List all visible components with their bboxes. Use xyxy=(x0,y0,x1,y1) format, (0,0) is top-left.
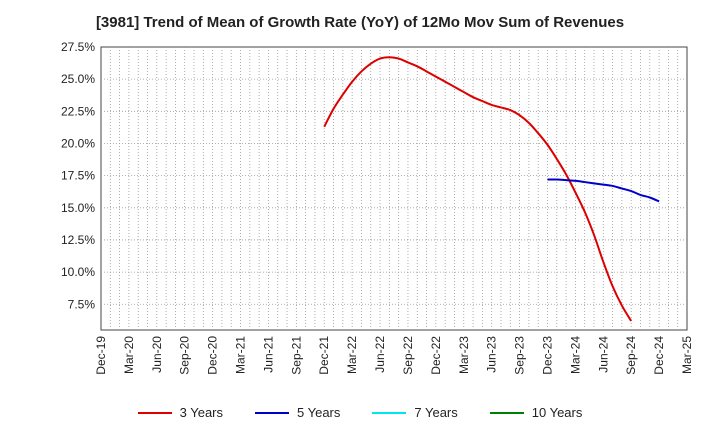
x-tick-label: Mar-22 xyxy=(345,336,359,374)
x-tick-label: Dec-20 xyxy=(206,336,220,375)
legend-item-5-years: 5 Years xyxy=(255,405,340,420)
x-tick-label: Dec-22 xyxy=(429,336,443,375)
x-tick-label: Mar-21 xyxy=(234,336,248,374)
series-line-3-years xyxy=(323,56,633,322)
x-tick-label: Mar-25 xyxy=(680,336,694,374)
legend-swatch-7-years xyxy=(372,411,407,414)
legend-item-3-years: 3 Years xyxy=(137,405,223,420)
x-tick-label: Sep-23 xyxy=(513,336,527,375)
x-tick-label: Jun-20 xyxy=(150,336,164,373)
x-tick-label: Jun-21 xyxy=(261,336,275,373)
x-tick-label: Sep-20 xyxy=(178,336,192,375)
legend-item-10-years: 10 Years xyxy=(489,405,583,420)
x-tick-label: Mar-24 xyxy=(568,336,582,374)
x-tick-label: Dec-24 xyxy=(652,336,666,375)
legend-swatch-3-years xyxy=(137,411,172,414)
legend: 3 Years 5 Years 7 Years 10 Years xyxy=(0,405,720,420)
y-tick-label: 10.0% xyxy=(61,265,95,279)
x-tick-label: Jun-22 xyxy=(373,336,387,373)
x-tick-label: Mar-20 xyxy=(122,336,136,374)
legend-item-7-years: 7 Years xyxy=(372,405,458,420)
y-tick-label: 25.0% xyxy=(61,72,95,86)
legend-label-5-years: 5 Years xyxy=(297,405,341,420)
y-tick-label: 12.5% xyxy=(61,233,95,247)
legend-swatch-10-years xyxy=(489,411,524,414)
series-lines xyxy=(323,56,660,322)
y-axis-tick-labels: 7.5% 10.0% 12.5% 15.0% 17.5% 20.0% 22.5% 25.0% 2… xyxy=(61,40,95,311)
legend-label-7-years: 7 Years xyxy=(414,405,458,420)
y-tick-label: 22.5% xyxy=(61,104,95,118)
plot-area xyxy=(100,46,688,331)
legend-label-10-years: 10 Years xyxy=(531,405,583,420)
legend-swatch-5-years xyxy=(255,411,289,414)
x-tick-label: Dec-23 xyxy=(540,336,554,375)
chart-title: [3981] Trend of Mean of Growth Rate (YoY… xyxy=(95,14,625,31)
x-tick-label: Sep-22 xyxy=(401,336,415,375)
x-tick-label: Dec-21 xyxy=(317,336,331,375)
x-tick-label: Jun-23 xyxy=(485,336,499,373)
vertical-gridlines xyxy=(109,47,679,330)
x-tick-label: Mar-23 xyxy=(457,336,471,374)
y-tick-label: 17.5% xyxy=(61,169,95,183)
y-tick-label: 27.5% xyxy=(61,40,95,54)
x-axis-tick-labels: Dec-19 Mar-20 Jun-20 Sep-20 Dec-20 Mar-21 Jun-… xyxy=(94,336,694,375)
y-tick-label: 15.0% xyxy=(61,201,95,215)
x-tick-label: Dec-19 xyxy=(94,336,108,375)
series-line-5-years xyxy=(547,178,660,203)
y-tick-label: 20.0% xyxy=(61,136,95,150)
y-tick-label: 7.5% xyxy=(68,297,96,311)
x-tick-label: Sep-21 xyxy=(289,336,303,375)
legend-label-3-years: 3 Years xyxy=(179,405,223,420)
x-tick-label: Jun-24 xyxy=(596,336,610,373)
x-tick-label: Sep-24 xyxy=(624,336,638,375)
